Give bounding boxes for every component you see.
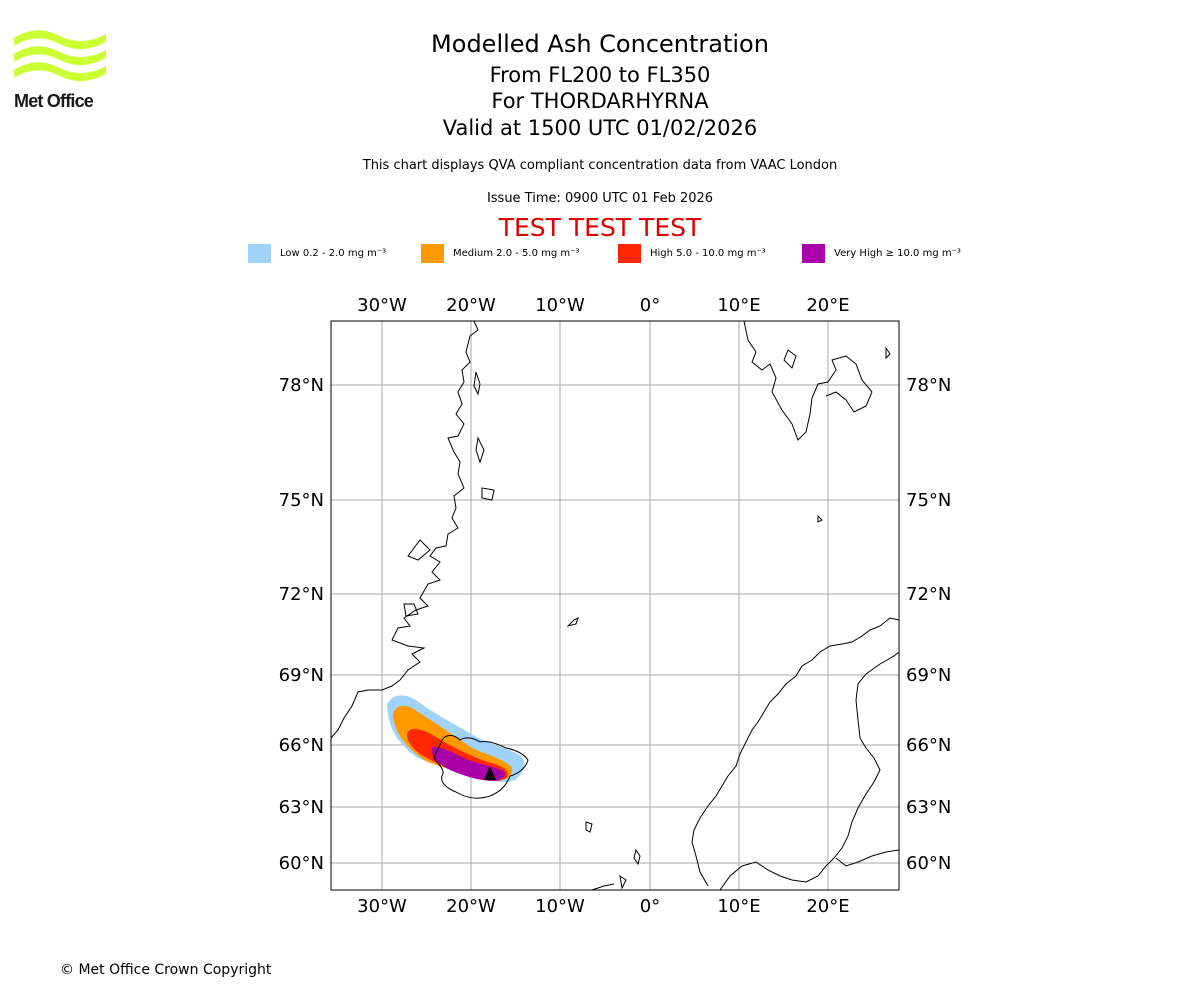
lon-label: 10°W (535, 295, 585, 316)
legend-swatch-low (248, 244, 271, 263)
lon-label: 20°E (806, 295, 849, 316)
lat-label: 75°N (906, 490, 951, 511)
chart-description: This chart displays QVA compliant concen… (362, 158, 838, 173)
lat-label: 69°N (906, 665, 951, 686)
legend-label-medium: Medium 2.0 - 5.0 mg m⁻³ (453, 248, 580, 259)
volcano-name: For THORDARHYRNA (491, 89, 709, 113)
volcano-marker (484, 766, 496, 780)
lat-label: 60°N (906, 853, 951, 874)
lat-label: 78°N (279, 375, 324, 396)
test-banner: TEST TEST TEST (498, 213, 702, 242)
legend-item-high: High 5.0 - 10.0 mg m⁻³ (618, 244, 766, 263)
met-office-logo: Met Office (14, 28, 110, 114)
lon-label: 0° (640, 896, 660, 917)
lat-label: 63°N (906, 797, 951, 818)
lon-label: 20°W (446, 295, 496, 316)
legend-label-very-high: Very High ≥ 10.0 mg m⁻³ (834, 248, 961, 259)
lat-label: 69°N (279, 665, 324, 686)
legend-item-medium: Medium 2.0 - 5.0 mg m⁻³ (421, 244, 579, 263)
lat-label: 72°N (279, 584, 324, 605)
legend-swatch-high (618, 244, 641, 263)
lon-label: 0° (640, 295, 660, 316)
valid-time: Valid at 1500 UTC 01/02/2026 (442, 116, 758, 140)
legend-item-low: Low 0.2 - 2.0 mg m⁻³ (248, 244, 386, 263)
issue-time: Issue Time: 0900 UTC 01 Feb 2026 (486, 191, 714, 206)
lon-labels-bottom: 30°W 20°W 10°W 0° 10°E 20°E (357, 896, 849, 917)
copyright-notice: © Met Office Crown Copyright (60, 962, 272, 978)
flight-level-range: From FL200 to FL350 (489, 63, 711, 87)
legend-label-low: Low 0.2 - 2.0 mg m⁻³ (280, 248, 387, 259)
coastlines (331, 321, 899, 890)
met-office-logo-text: Met Office (14, 91, 94, 111)
met-office-wave-icon (14, 30, 106, 82)
lat-label: 78°N (906, 375, 951, 396)
lon-label: 10°W (535, 896, 585, 917)
lon-label: 30°W (357, 896, 407, 917)
legend-swatch-medium (421, 244, 444, 263)
lon-label: 20°W (446, 896, 496, 917)
lat-label: 60°N (279, 853, 324, 874)
lon-label: 10°E (717, 295, 760, 316)
legend-label-high: High 5.0 - 10.0 mg m⁻³ (650, 248, 766, 259)
legend-item-very-high: Very High ≥ 10.0 mg m⁻³ (802, 244, 961, 263)
lat-label: 63°N (279, 797, 324, 818)
map-gridlines (331, 321, 899, 890)
lat-labels-left: 78°N 75°N 72°N 69°N 66°N 63°N 60°N (279, 375, 324, 874)
lon-labels-top: 30°W 20°W 10°W 0° 10°E 20°E (357, 295, 849, 316)
chart-title: Modelled Ash Concentration (431, 30, 769, 58)
ash-very-high-area (431, 746, 505, 781)
lat-label: 66°N (906, 735, 951, 756)
lat-label: 72°N (906, 584, 951, 605)
lat-label: 66°N (279, 735, 324, 756)
lon-label: 30°W (357, 295, 407, 316)
lon-label: 10°E (717, 896, 760, 917)
lat-label: 75°N (279, 490, 324, 511)
map-frame (330, 320, 900, 891)
lat-labels-right: 78°N 75°N 72°N 69°N 66°N 63°N 60°N (906, 375, 951, 874)
lon-label: 20°E (806, 896, 849, 917)
legend-swatch-very-high (802, 244, 825, 263)
